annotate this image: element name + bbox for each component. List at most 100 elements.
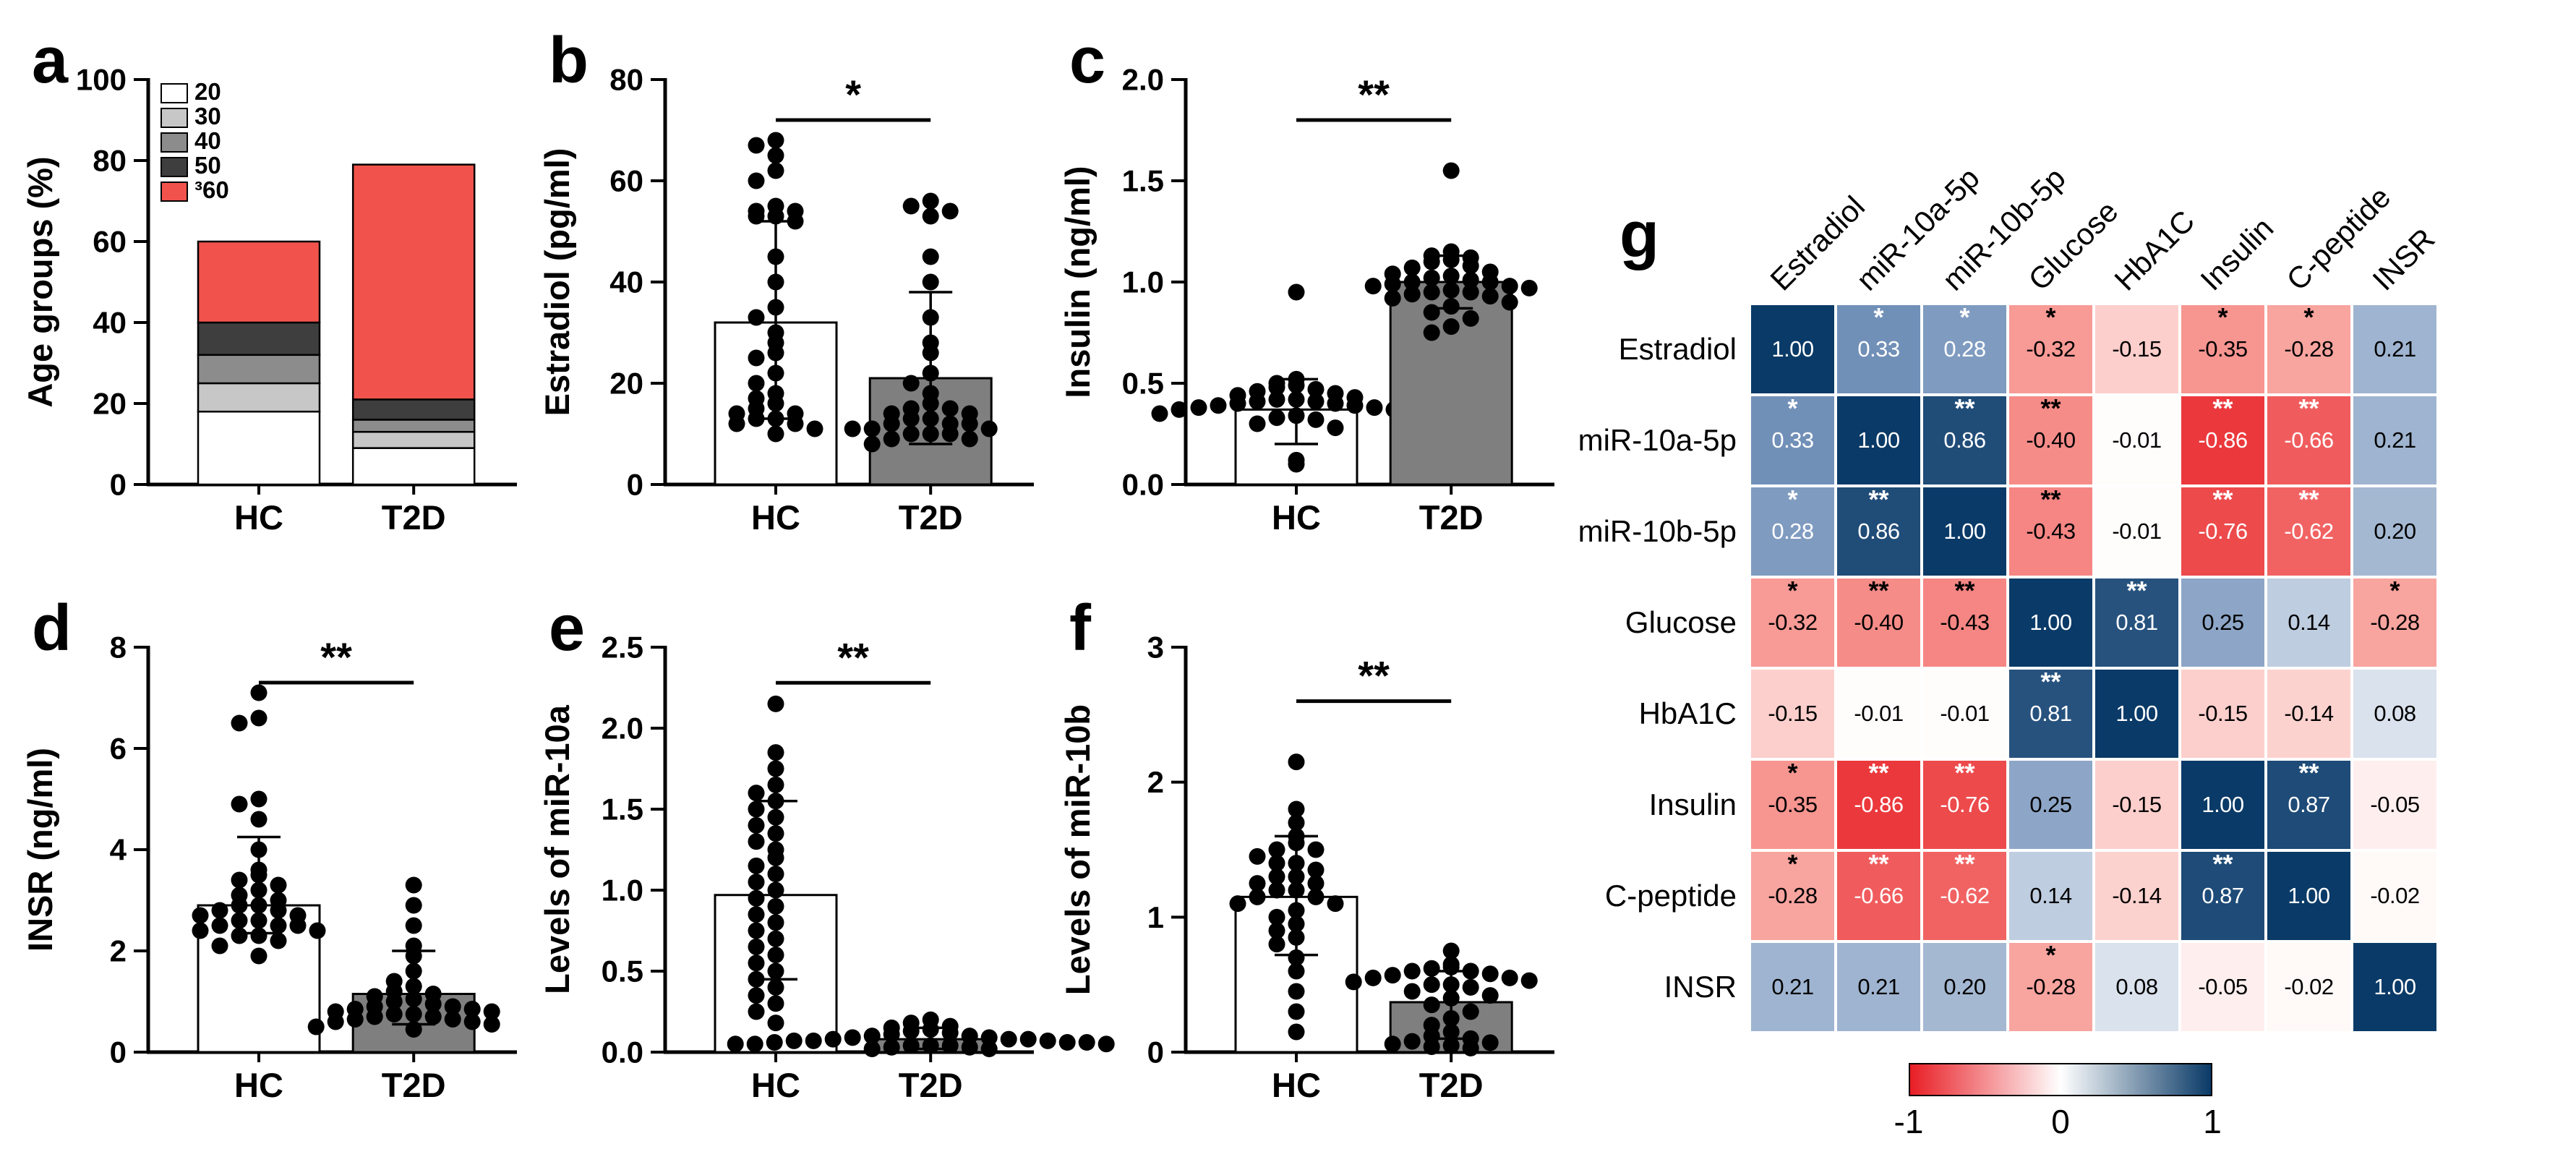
data-dot — [1442, 942, 1460, 960]
data-dot — [767, 1015, 784, 1032]
colorbar-tick-max: 1 — [2203, 1103, 2222, 1140]
correlation-value: 0.28 — [1771, 518, 1814, 544]
data-dot — [767, 760, 784, 777]
data-dot — [767, 299, 784, 316]
data-dot — [250, 811, 268, 828]
stack-segment-50 — [351, 398, 476, 421]
significance-stars: ** — [2040, 484, 2061, 514]
data-dot — [1442, 268, 1460, 285]
y-tick-label: 1.0 — [602, 874, 643, 908]
y-tick-label: 40 — [609, 265, 643, 299]
data-dot — [250, 709, 268, 727]
significance-stars: ** — [2212, 484, 2233, 514]
correlation-value: -0.05 — [2198, 974, 2248, 999]
data-dot — [1346, 389, 1364, 406]
group-T2D — [1345, 942, 1538, 1056]
correlation-heatmap: Estradiol Estradiol miR-10a-5p miR-10a-5p mi… — [1511, 101, 2574, 1164]
data-dot — [1366, 399, 1383, 417]
heatmap-cell: 0.87 ** — [2266, 759, 2352, 850]
significance-stars: * — [2217, 302, 2228, 332]
correlation-value: 0.08 — [2115, 974, 2158, 999]
heatmap-cell: 1.00 — [2352, 941, 2438, 1033]
heatmap-cell: -0.66 ** — [1836, 850, 1922, 941]
legend-label: 50 — [194, 152, 221, 179]
data-dot — [346, 1001, 364, 1017]
heatmap-cell: -0.32 * — [2008, 304, 2094, 395]
data-dot — [1268, 390, 1285, 408]
data-dot — [748, 955, 765, 972]
heatmap-cell: -0.14 — [2266, 668, 2352, 759]
heatmap-cell: -0.01 — [2094, 395, 2180, 486]
data-dot — [307, 1018, 325, 1036]
heatmap-cell: -0.01 — [1836, 668, 1922, 759]
heatmap-cell: 1.00 — [2008, 577, 2094, 668]
data-dot — [980, 1029, 998, 1046]
correlation-value: 0.86 — [1857, 518, 1900, 544]
stack-segment-20 — [197, 410, 321, 486]
correlation-value: -0.76 — [2198, 518, 2248, 544]
correlation-value: -0.15 — [1768, 701, 1818, 726]
data-dot — [767, 841, 784, 858]
significance-stars: ** — [1954, 576, 1975, 605]
heatmap-cell: 0.25 — [2008, 759, 2094, 850]
x-category-label: HC — [751, 498, 800, 537]
correlation-value: -0.15 — [2198, 701, 2248, 726]
data-dot — [1403, 259, 1421, 276]
data-dot — [1268, 922, 1285, 939]
axes: 0 20 40 60 80 100 Age groups (%) HC T2D — [21, 63, 517, 537]
data-dot — [748, 202, 765, 220]
data-dot — [327, 1003, 344, 1020]
dot-group-T2D — [844, 192, 998, 453]
data-dot — [366, 988, 383, 1005]
data-dot — [444, 998, 461, 1015]
data-dot — [941, 400, 959, 417]
data-dot — [1190, 399, 1207, 417]
data-dot — [1288, 962, 1305, 980]
heatmap-cell: 0.28 * — [1750, 486, 1836, 577]
data-dot — [1249, 415, 1266, 432]
data-dot — [902, 400, 920, 417]
data-dot — [748, 172, 765, 189]
data-dot — [1039, 1032, 1056, 1049]
correlation-value: -0.28 — [2026, 974, 2076, 999]
correlation-value: -0.02 — [2284, 974, 2334, 999]
data-dot — [922, 192, 939, 210]
heatmap-cell: 0.86 ** — [1922, 395, 2008, 486]
data-dot — [941, 202, 959, 220]
heatmap-cell: 0.20 — [1922, 941, 2008, 1033]
significance-stars: ** — [1868, 758, 1889, 787]
heatmap-cell: 0.33 * — [1750, 395, 1836, 486]
data-dot — [405, 978, 422, 995]
correlation-value: -0.01 — [2112, 427, 2162, 453]
data-dot — [767, 776, 784, 793]
data-dot — [250, 927, 268, 944]
data-dot — [1442, 989, 1460, 1007]
data-dot — [767, 273, 784, 291]
y-tick-label: 0.0 — [602, 1036, 643, 1069]
significance-stars: ** — [1358, 72, 1390, 117]
data-dot — [1288, 283, 1305, 301]
group-HC — [1151, 283, 1422, 486]
y-tick-label: 2.5 — [602, 631, 643, 665]
data-dot — [961, 430, 978, 448]
heatmap-cell: -0.86 ** — [1836, 759, 1922, 850]
y-tick-label: 40 — [93, 306, 127, 340]
significance-stars: * — [2045, 302, 2056, 332]
data-dot — [1364, 969, 1382, 986]
correlation-value: 1.00 — [2201, 792, 2244, 817]
heatmap-column-label: INSR — [2365, 221, 2442, 297]
heatmap-row-label: Glucose — [1625, 605, 1737, 639]
stack-segment-40 — [197, 354, 321, 385]
data-dot — [748, 1003, 765, 1020]
data-dot — [1288, 881, 1305, 899]
data-dot — [1058, 1034, 1076, 1051]
correlation-value: 1.00 — [2288, 883, 2330, 908]
y-tick-label: 0.5 — [602, 955, 643, 988]
significance-stars: * — [2303, 302, 2314, 332]
heatmap-cell: -0.66 ** — [2266, 395, 2352, 486]
data-dot — [1384, 1036, 1401, 1053]
heatmap-cell: -0.28 * — [2266, 304, 2352, 395]
correlation-value: 0.21 — [1771, 974, 1814, 999]
data-dot — [767, 825, 784, 842]
data-dot — [463, 1001, 481, 1017]
